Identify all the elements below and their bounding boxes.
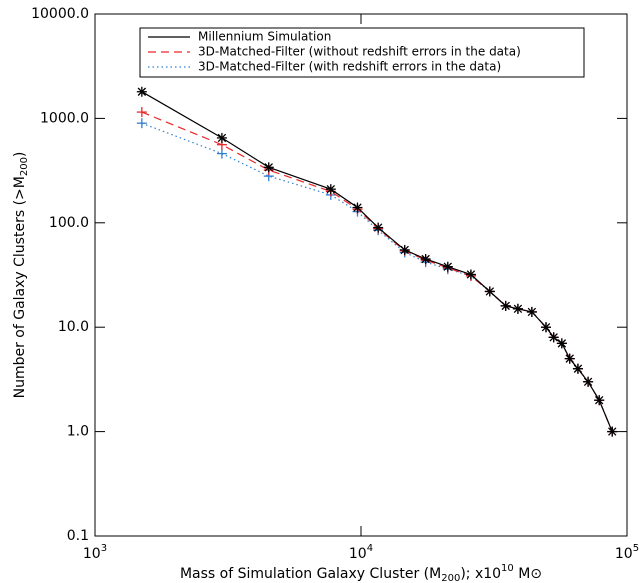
marker-stroke — [400, 245, 409, 255]
x-label-end: M⊙ — [514, 566, 542, 582]
point — [548, 332, 559, 343]
point — [564, 353, 575, 364]
point — [540, 322, 551, 333]
x-tick-base: 10 — [83, 546, 101, 562]
y-tick-label: 1.0 — [67, 424, 89, 440]
plot-frame — [94, 13, 628, 537]
y-tick-label: 10000.0 — [31, 6, 89, 22]
marker-stroke — [137, 87, 147, 96]
marker-stroke — [608, 427, 617, 436]
point — [352, 202, 363, 213]
marker-stroke — [485, 287, 495, 296]
point — [465, 269, 476, 280]
point — [325, 184, 336, 195]
point — [526, 306, 537, 317]
marker-stroke — [557, 339, 567, 348]
point — [399, 244, 410, 255]
x-tick-base: 10 — [349, 546, 367, 562]
x-label-text: Mass of Simulation Galaxy Cluster (M — [180, 566, 441, 582]
marker-stroke — [565, 354, 574, 363]
point — [500, 300, 511, 311]
x-tick-base: 10 — [615, 546, 633, 562]
point — [420, 254, 431, 265]
legend-label: 3D-Matched-Filter (with redshift errors … — [198, 60, 501, 74]
point — [572, 363, 583, 374]
x-tick-label: 104 — [349, 543, 373, 562]
point — [484, 286, 495, 297]
marker-stroke — [541, 322, 551, 332]
marker-stroke — [373, 223, 383, 232]
y-label-text: Number of Galaxy Clusters (>M — [12, 176, 28, 398]
point — [442, 261, 453, 272]
x-tick-exponent: 4 — [367, 543, 373, 554]
x-tick-exponent: 3 — [101, 543, 107, 554]
x-axis-label: Mass of Simulation Galaxy Cluster (M200)… — [180, 563, 542, 583]
point — [136, 86, 147, 97]
point — [607, 426, 618, 437]
point — [216, 132, 227, 143]
x-label-sup: 10 — [501, 563, 514, 574]
marker-stroke — [513, 304, 523, 314]
series-line — [141, 91, 613, 432]
x-tick-exponent: 5 — [633, 543, 639, 554]
y-label-sub: 200 — [19, 157, 30, 176]
y-tick-label: 0.1 — [67, 528, 89, 544]
x-tick-label: 103 — [83, 543, 107, 562]
x-label-sub: 200 — [441, 573, 460, 583]
marker-stroke — [594, 395, 604, 405]
marker-stroke — [353, 203, 362, 212]
marker-stroke — [217, 133, 227, 143]
point — [136, 118, 147, 129]
legend-label: 3D-Matched-Filter (without redshift erro… — [198, 45, 521, 59]
y-tick-label: 100.0 — [49, 215, 89, 231]
point — [136, 107, 147, 118]
legend-box — [139, 27, 585, 78]
marker-stroke — [573, 364, 583, 373]
point — [594, 395, 605, 406]
marker-stroke — [466, 270, 476, 279]
marker-stroke — [326, 184, 336, 194]
series-line — [141, 122, 613, 432]
series-line — [141, 111, 613, 432]
marker-stroke — [583, 377, 593, 386]
point — [373, 222, 384, 233]
point — [263, 162, 274, 173]
y-label-end: ) — [12, 152, 28, 157]
marker-stroke — [527, 307, 537, 317]
marker-stroke — [443, 262, 453, 271]
legend-label: Millennium Simulation — [198, 30, 331, 44]
point — [583, 376, 594, 387]
y-tick-label: 1000.0 — [40, 110, 89, 126]
marker-stroke — [421, 254, 430, 264]
y-axis-label: Number of Galaxy Clusters (>M200) — [12, 152, 30, 399]
y-tick-label: 10.0 — [58, 319, 89, 335]
point — [556, 338, 567, 349]
point — [512, 303, 523, 314]
marker-stroke — [501, 301, 510, 311]
x-tick-label: 105 — [615, 543, 639, 562]
marker-stroke — [264, 163, 273, 172]
point — [216, 148, 227, 159]
x-label-mid: ); x10 — [460, 566, 501, 582]
marker-stroke — [549, 333, 558, 342]
